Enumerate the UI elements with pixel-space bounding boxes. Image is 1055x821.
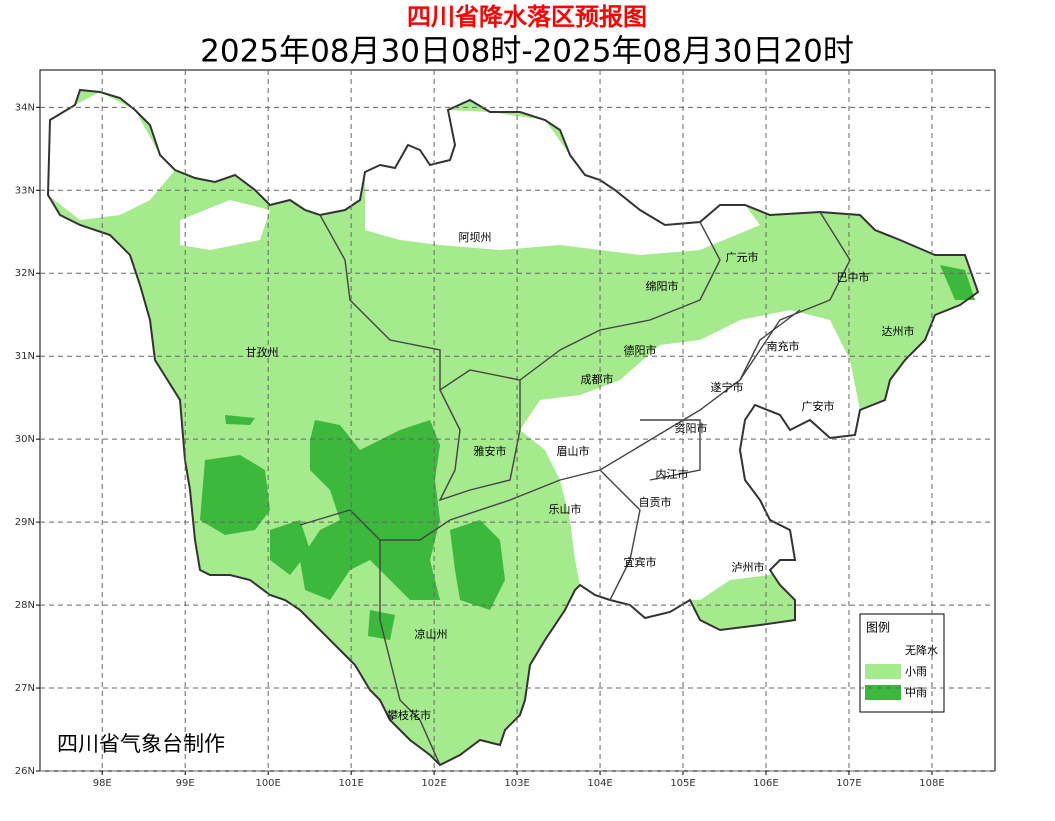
y-tick-label: 29N [15, 517, 35, 528]
y-tick-label: 27N [15, 683, 35, 694]
moderate-rain-area [270, 520, 310, 575]
moderate-rain-area [450, 520, 505, 610]
city-border [640, 419, 701, 481]
moderate-rain-area [200, 455, 270, 535]
city-label: 自贡市 [639, 495, 672, 509]
x-tick-label: 102E [421, 778, 446, 789]
light-rain-area [700, 575, 795, 630]
no-rain-area [520, 310, 860, 618]
x-tick-label: 108E [919, 778, 944, 789]
moderate-rain-area [300, 420, 440, 600]
city-label: 德阳市 [624, 343, 657, 357]
legend-label: 小雨 [905, 665, 927, 678]
city-label: 泸州市 [732, 560, 765, 574]
city-label: 绵阳市 [646, 279, 679, 293]
city-label: 乐山市 [549, 502, 582, 516]
x-tick-label: 104E [587, 778, 612, 789]
city-label: 广元市 [726, 250, 759, 264]
x-tick-label: 99E [176, 778, 195, 789]
moderate-rain-area [940, 265, 975, 300]
y-tick-label: 26N [15, 766, 35, 777]
city-label: 内江市 [656, 467, 689, 481]
x-tick-label: 101E [338, 778, 363, 789]
credit: 四川省气象台制作 [57, 732, 225, 756]
city-label: 雅安市 [474, 444, 507, 458]
legend-swatch [865, 643, 901, 658]
x-tick-label: 106E [753, 778, 778, 789]
no-rain-area [48, 92, 175, 220]
x-tick-label: 103E [504, 778, 529, 789]
map-subtitle: 2025年08月30日08时-2025年08月30日20时 [200, 34, 854, 70]
y-tick-label: 32N [15, 268, 35, 279]
legend-swatch [865, 685, 901, 700]
city-label: 达州市 [882, 324, 915, 338]
city-label: 遂宁市 [711, 380, 744, 394]
city-label: 阿坝州 [459, 230, 492, 244]
x-tick-label: 107E [836, 778, 861, 789]
city-label: 甘孜州 [246, 345, 279, 359]
city-border [739, 309, 801, 381]
city-label: 巴中市 [837, 270, 870, 284]
legend-label: 中雨 [905, 686, 927, 699]
no-rain-area [180, 200, 270, 250]
y-tick-label: 28N [15, 600, 35, 611]
city-label: 凉山州 [415, 627, 448, 641]
city-border [559, 221, 721, 351]
legend-swatch [865, 664, 901, 679]
city-label: 成都市 [581, 372, 614, 386]
city-label: 宜宾市 [624, 555, 657, 569]
y-tick-label: 30N [15, 434, 35, 445]
moderate-rain-area [225, 415, 255, 425]
city-label: 眉山市 [557, 444, 590, 458]
x-tick-label: 105E [670, 778, 695, 789]
city-border [379, 540, 441, 766]
map-title: 四川省降水落区预报图 [407, 3, 647, 31]
y-tick-label: 34N [15, 102, 35, 113]
x-tick-label: 100E [255, 778, 280, 789]
province-border [46, 88, 980, 767]
city-label: 南充市 [767, 339, 800, 353]
city-label: 广安市 [802, 399, 835, 413]
x-tick-label: 98E [93, 778, 112, 789]
city-border [438, 380, 521, 502]
y-tick-label: 31N [15, 351, 35, 362]
city-border [599, 469, 641, 601]
legend-label: 无降水 [905, 643, 938, 657]
map-layer [46, 88, 980, 767]
legend-title: 图例 [866, 621, 890, 635]
no-rain-area [365, 110, 760, 255]
y-tick-label: 33N [15, 185, 35, 196]
city-label: 资阳市 [675, 421, 708, 435]
city-label: 攀枝花市 [387, 708, 431, 722]
